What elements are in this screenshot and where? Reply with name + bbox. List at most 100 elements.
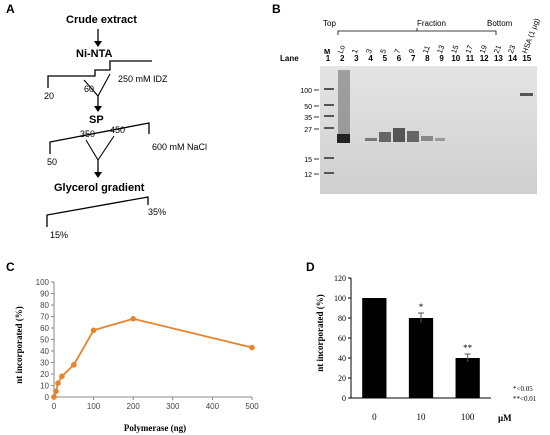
- lane-label: Lane: [280, 54, 299, 63]
- top-label: Top: [323, 19, 336, 28]
- gel-column-header: 5: [378, 48, 388, 55]
- gel-column-header: 9: [407, 48, 417, 55]
- d-y-tick-label: 120: [334, 274, 346, 283]
- hsa-band: [520, 93, 533, 96]
- step-glycerol-gradient: Glycerol gradient: [54, 182, 145, 194]
- fraction-band: [407, 131, 419, 142]
- fraction-label: Fraction: [417, 19, 446, 28]
- gel-lane-number: 2: [340, 54, 345, 63]
- panel-label-a: A: [6, 2, 15, 16]
- gel-lane-number: 8: [425, 54, 430, 63]
- gel-lane-number: 3: [354, 54, 359, 63]
- c-y-tick-label: 10: [40, 382, 49, 391]
- marker-band: [324, 115, 334, 117]
- gel-lane-number: 6: [397, 54, 402, 63]
- gel-lane-number: 14: [508, 54, 517, 63]
- c-y-tick-label: 50: [40, 336, 49, 345]
- gel-mw-label: 27: [304, 127, 312, 134]
- fraction-bands: [365, 128, 445, 142]
- c-y-tick-label: 20: [40, 370, 49, 379]
- d-x-tick-label: 0: [372, 412, 377, 422]
- sp-linear-gradient: [49, 122, 150, 154]
- c-y-tick-label: 30: [40, 359, 49, 368]
- gel-column-header: 1: [350, 48, 360, 55]
- fraction-band: [421, 136, 433, 141]
- c-y-tick-label: 90: [40, 290, 49, 299]
- c-y-tick-label: 70: [40, 313, 49, 322]
- c-data-point: [55, 380, 61, 386]
- marker-band: [324, 88, 334, 90]
- gel-mw-markers: 100 50 35 27 15 12: [300, 88, 319, 179]
- sp-mid1-value: 350: [80, 129, 96, 139]
- ni-step-gradient: [47, 60, 152, 88]
- c-data-point: [51, 394, 57, 400]
- sp-end-value: 600 mM NaCl: [152, 142, 208, 152]
- fraction-bracket: [337, 30, 497, 35]
- c-data-point: [59, 373, 65, 380]
- d-significance-mark: *: [419, 302, 424, 312]
- gel-column-header: 19: [478, 44, 489, 55]
- d-y-tick-label: 0: [342, 394, 346, 403]
- c-axes: 0 10 20 30 40 50 60 70 80 90 100 0 100 200 300 400 500: [36, 278, 260, 411]
- c-y-tick-label: 80: [40, 301, 49, 310]
- load-lane-band: [337, 134, 350, 143]
- panel-label-d: D: [306, 260, 315, 274]
- c-x-tick-label: 400: [206, 402, 220, 411]
- d-y-tick-label: 20: [338, 374, 346, 383]
- marker-band: [324, 104, 334, 106]
- ni-end-value: 250 mM IDZ: [118, 74, 168, 84]
- c-series-line: [53, 317, 253, 398]
- arrowhead-ni-to-sp: [94, 106, 102, 112]
- c-data-point: [130, 316, 136, 322]
- step-ni-nta: Ni-NTA: [76, 48, 113, 60]
- gel-column-header: 7: [392, 48, 402, 55]
- fraction-band: [435, 138, 445, 141]
- gel-mw-label: 50: [304, 104, 312, 111]
- gel-column-header: 15: [449, 44, 460, 55]
- d-marks: ***: [362, 298, 480, 398]
- gel-column-header: M: [324, 47, 330, 56]
- load-lane-smear: [338, 70, 350, 140]
- c-x-tick-label: 100: [87, 402, 101, 411]
- gel-column-header: HSA (1 µg): [520, 17, 541, 55]
- bottom-label: Bottom: [487, 19, 513, 28]
- d-x-unit: µM: [498, 413, 512, 423]
- gel-lane-number: 4: [368, 54, 373, 63]
- c-x-tick-label: 0: [52, 402, 57, 411]
- arrowhead-crude-to-ni: [94, 41, 102, 47]
- c-data-point: [249, 344, 255, 351]
- fraction-band: [379, 132, 391, 142]
- gel-svg: Top Fraction Bottom M Lo 1 3 5 7 9 11 13 15 17 19 21…: [280, 17, 541, 194]
- d-x-tick-label: 100: [461, 412, 475, 422]
- c-data-point: [90, 327, 97, 334]
- gel-lane-number: 1: [326, 54, 331, 63]
- glycerol-end-value: 35%: [148, 207, 167, 217]
- d-bar: [408, 318, 434, 398]
- d-y-axis-label: nt incorporated (%): [315, 294, 325, 372]
- d-bar: [362, 298, 387, 398]
- c-data-point: [53, 388, 59, 395]
- ni-start-value: 20: [44, 91, 55, 101]
- c-x-tick-label: 500: [245, 402, 259, 411]
- c-marks: [51, 316, 255, 400]
- c-y-axis-label: nt incorporated (%): [14, 306, 24, 384]
- fraction-band: [393, 128, 405, 142]
- arrowhead-sp-to-glycerol: [94, 172, 102, 178]
- gel-mw-label: 15: [304, 157, 312, 164]
- c-x-axis-label: Polymerase (ng): [124, 423, 186, 433]
- gel-lane-number: 13: [494, 54, 503, 63]
- d-legend-note-significance: **<0.01: [513, 395, 537, 403]
- d-y-tick-label: 80: [338, 314, 346, 323]
- gel-lane-numbers: 1 2 3 4 5 6 7 8 9 10 11 12 13 14 15: [326, 54, 532, 63]
- gel-column-header: 21: [492, 44, 503, 55]
- c-y-tick-label: 40: [40, 347, 49, 356]
- panel-c-chart: nt incorporated (%) Polymerase (ng) 0 10 2…: [14, 278, 260, 433]
- glycerol-start-value: 15%: [50, 230, 69, 240]
- gel-column-header: 23: [506, 44, 517, 55]
- c-y-tick-label: 100: [36, 278, 50, 287]
- sp-funnel: [85, 135, 115, 162]
- step-crude-extract: Crude extract: [66, 14, 137, 26]
- marker-band: [324, 172, 334, 174]
- panel-label-c: C: [6, 260, 15, 274]
- d-y-tick-label: 60: [338, 334, 346, 343]
